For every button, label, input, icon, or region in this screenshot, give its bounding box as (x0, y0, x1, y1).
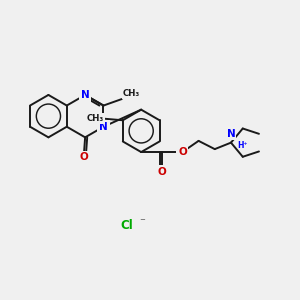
Text: CH₃: CH₃ (87, 114, 104, 123)
Text: H⁺: H⁺ (238, 141, 248, 150)
Text: N: N (81, 90, 89, 100)
Text: ⁻: ⁻ (140, 217, 146, 227)
Text: O: O (178, 147, 187, 157)
Text: Cl: Cl (120, 219, 133, 232)
Text: CH₃: CH₃ (123, 89, 140, 98)
Text: N: N (99, 122, 108, 132)
Text: O: O (158, 167, 167, 177)
Text: N: N (226, 129, 235, 139)
Text: O: O (79, 152, 88, 163)
